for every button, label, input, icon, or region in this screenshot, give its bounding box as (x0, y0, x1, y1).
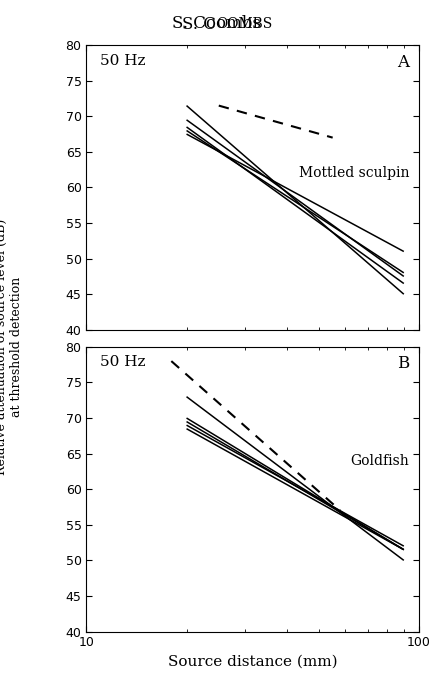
Text: Goldfish: Goldfish (350, 454, 409, 468)
Text: 50 Hz: 50 Hz (100, 355, 145, 369)
Text: Relative attenuation of source level (dB)
at threshold detection: Relative attenuation of source level (dB… (0, 219, 22, 475)
Text: OOMBS: OOMBS (216, 17, 272, 31)
Text: A: A (397, 53, 409, 71)
Text: B: B (397, 355, 409, 373)
Text: Mottled sculpin: Mottled sculpin (299, 167, 409, 180)
Text: 50 Hz: 50 Hz (100, 53, 145, 67)
Text: S. Coombs: S. Coombs (172, 15, 260, 32)
X-axis label: Source distance (mm): Source distance (mm) (168, 655, 337, 669)
Text: S. C: S. C (182, 16, 216, 33)
